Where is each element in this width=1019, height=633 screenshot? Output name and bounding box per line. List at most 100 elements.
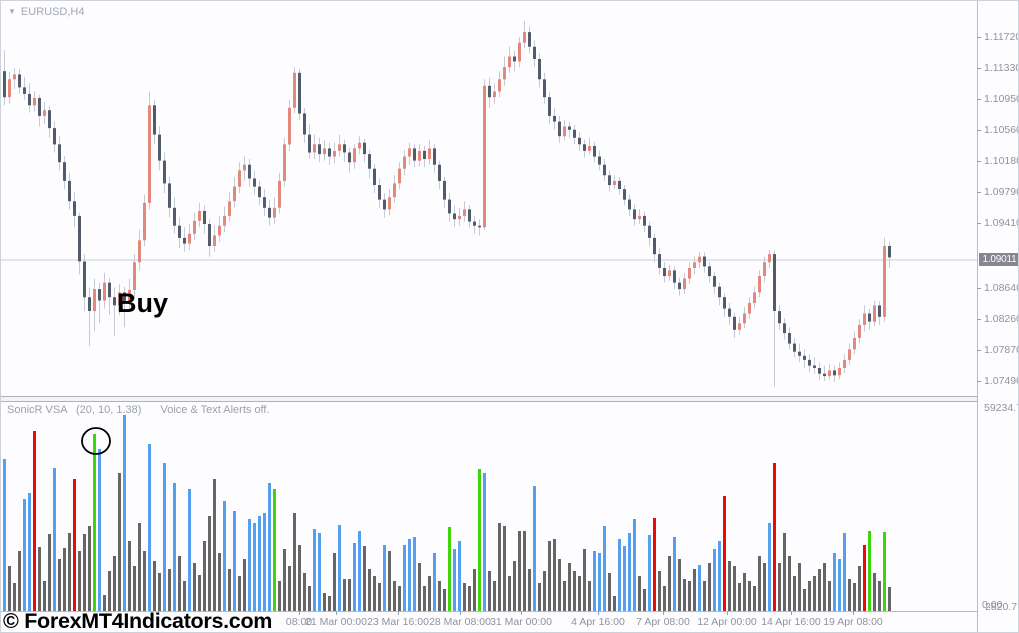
candle-body — [753, 292, 756, 303]
time-axis-tick — [727, 611, 728, 615]
candle-body — [28, 93, 31, 106]
volume-bar — [208, 516, 211, 611]
candle-body — [308, 134, 311, 153]
candle-body — [533, 46, 536, 59]
candle-body — [213, 235, 216, 246]
candle-body — [613, 180, 616, 185]
candle-body — [473, 221, 476, 226]
candle-body — [128, 289, 131, 303]
volume-bar — [103, 595, 106, 611]
candle-body — [748, 302, 751, 314]
candle-body — [353, 148, 356, 163]
candle-body — [393, 183, 396, 198]
price-axis-tick — [977, 288, 981, 289]
candle-body — [63, 162, 66, 181]
candle-body — [228, 201, 231, 216]
candle-body — [358, 142, 361, 149]
volume-bar — [228, 569, 231, 611]
volume-bar — [108, 571, 111, 611]
volume-bar — [118, 473, 121, 611]
candle-body — [13, 74, 16, 80]
candle-body — [808, 359, 811, 366]
volume-bar — [328, 596, 331, 611]
volume-bar — [623, 546, 626, 611]
candle-body — [578, 137, 581, 145]
candle-body — [443, 180, 446, 200]
volume-bar — [613, 596, 616, 611]
price-axis-tick — [977, 99, 981, 100]
candle-body — [163, 160, 166, 184]
volume-bar — [73, 479, 76, 611]
indicator-params: (20, 10, 1.38) — [75, 404, 142, 416]
candle-body — [658, 254, 661, 268]
price-chart[interactable] — [1, 1, 978, 396]
volume-bar — [8, 566, 11, 611]
candle-body — [388, 197, 391, 210]
candle-body — [568, 126, 571, 130]
volume-bar — [288, 566, 291, 611]
candle-body — [268, 207, 271, 218]
volume-bar — [818, 569, 821, 611]
volume-bar — [673, 537, 676, 611]
indicator-alerts-status: Voice & Text Alerts off. — [160, 404, 270, 416]
volume-bar — [568, 563, 571, 611]
volume-bar — [763, 563, 766, 611]
volume-bar — [888, 587, 891, 611]
volume-bar — [28, 493, 31, 611]
volume-bar — [878, 581, 881, 611]
candle-body — [328, 148, 331, 157]
volume-bar — [243, 559, 246, 611]
volume-bar — [843, 533, 846, 611]
volume-bar — [403, 545, 406, 611]
candle-body — [508, 56, 511, 68]
price-axis-label: 1.10560 — [984, 124, 1019, 136]
candle-body — [668, 270, 671, 277]
volume-bar — [773, 463, 776, 611]
symbol-label[interactable]: ▼ EURUSD,H4 — [8, 6, 85, 18]
candle-body — [873, 305, 876, 322]
volume-bar — [98, 449, 101, 611]
volume-indicator-panel[interactable] — [1, 402, 978, 611]
volume-bar — [618, 539, 621, 611]
circle-annotation[interactable] — [81, 427, 111, 455]
volume-bar — [638, 576, 641, 611]
volume-bar — [178, 556, 181, 611]
volume-bar — [153, 561, 156, 611]
indicator-scale-min: 2820.7 — [985, 601, 1018, 613]
candle-body — [513, 56, 516, 62]
candle-body — [608, 175, 611, 186]
candle-body — [313, 144, 316, 153]
volume-bar — [138, 523, 141, 611]
volume-bar — [813, 576, 816, 611]
candle-body — [113, 297, 116, 306]
volume-bar — [443, 589, 446, 611]
price-axis-label: 1.07870 — [984, 344, 1019, 356]
volume-bar — [48, 534, 51, 611]
candle-body — [858, 324, 861, 338]
volume-bar — [483, 473, 486, 611]
volume-bar — [88, 526, 91, 611]
volume-bar — [58, 559, 61, 611]
candle-body — [653, 237, 656, 255]
volume-bar — [783, 533, 786, 611]
volume-bar — [693, 569, 696, 611]
panel-separator[interactable] — [1, 396, 978, 402]
candle-body — [148, 105, 151, 203]
time-axis-tick — [336, 611, 337, 615]
volume-bar — [323, 593, 326, 611]
volume-bar — [803, 589, 806, 611]
price-axis-tick — [977, 130, 981, 131]
volume-bar — [343, 579, 346, 611]
candle-body — [863, 313, 866, 325]
volume-bar — [833, 553, 836, 611]
candle-body — [438, 164, 441, 181]
candle-body — [518, 42, 521, 62]
candle-body — [448, 199, 451, 214]
volume-bar — [78, 551, 81, 611]
volume-bar — [868, 531, 871, 611]
volume-bar — [258, 516, 261, 611]
candle-body — [263, 197, 266, 208]
candle-body — [483, 85, 486, 228]
candle-body — [208, 224, 211, 246]
volume-bar — [418, 563, 421, 611]
